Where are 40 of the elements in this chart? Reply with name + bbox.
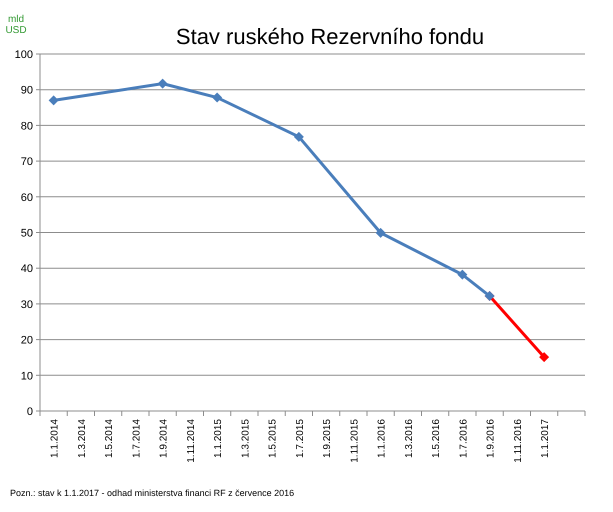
x-tick-label: 1.11.2015 [349,418,360,463]
y-tick-label: 0 [26,406,33,418]
point [539,352,550,362]
x-tick-label: 1.11.2016 [512,418,524,463]
x-tick-label: 1.9.2016 [486,418,497,458]
y-tick-label: 20 [20,334,33,347]
y-tick-label: 70 [20,156,33,168]
x-tick-label: 1.5.2016 [431,418,442,458]
x-tick-label: 1.9.2014 [158,418,170,458]
point [376,228,386,238]
y-tick-label: 40 [20,263,33,276]
point [457,270,468,280]
y-tick-label: 30 [20,298,33,311]
x-tick-label: 1.7.2014 [131,418,142,458]
x-tick-label: 1.5.2014 [104,418,116,458]
chart-title: Stav ruského Rezervního fondu [176,24,484,49]
x-tick-label: 1.11.2014 [186,418,197,463]
point [158,78,168,89]
x-tick-label: 1.3.2015 [240,418,252,458]
x-tick-label: 1.9.2015 [322,418,334,458]
y-axis-title: mld USD [5,14,27,36]
y-tick-label: 60 [20,192,33,204]
x-tick-label: 1.1.2014 [50,418,61,458]
x-tick-label: 1.7.2016 [458,418,470,458]
x-tick-label: 1.1.2016 [376,418,388,458]
y-tick-label: 90 [20,84,33,97]
x-tick-label: 1.1.2017 [540,418,552,458]
x-tick-label: 1.7.2015 [294,418,306,458]
y-tick-label: 100 [14,49,33,61]
x-tick-label: 1.3.2016 [404,418,415,458]
y-tick-label: 80 [20,120,33,132]
text: Pozn.: stav k 1.1.2017 - odhad ministerstva financi RF z července 2016 [10,488,294,498]
point [294,132,304,142]
point [212,92,222,103]
x-tick-label: 1.5.2015 [268,418,279,458]
point [48,95,59,106]
y-tick-label: 10 [20,370,33,382]
x-tick-label: 1.1.2015 [213,418,224,458]
x-tick-label: 1.3.2014 [76,418,88,458]
y-tick-label: 50 [20,228,33,240]
